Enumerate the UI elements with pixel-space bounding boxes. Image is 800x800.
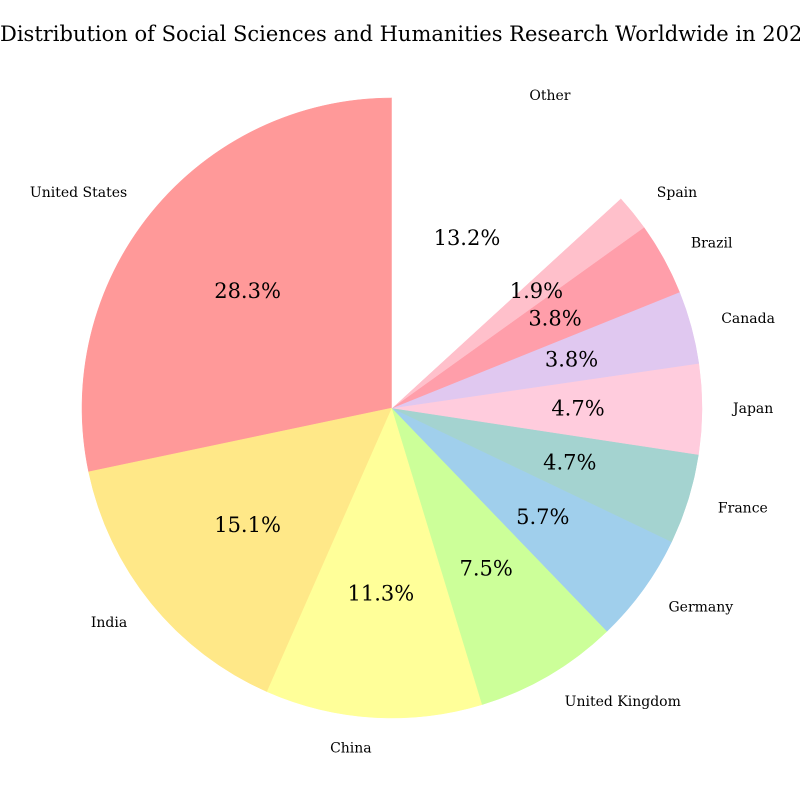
percent-label-canada: 3.8%	[545, 347, 598, 371]
category-label-japan: Japan	[731, 401, 773, 417]
percent-labels: 28.3% 15.1% 11.3% 7.5% 5.7% 4.7% 4.7% 3.8% 3.8% 1…	[214, 226, 604, 606]
category-label-other: Other	[529, 88, 570, 104]
percent-label-united-states: 28.3%	[214, 279, 281, 303]
slice-united-states	[81, 97, 393, 473]
pie-slices	[81, 97, 703, 719]
percent-label-india: 15.1%	[214, 513, 281, 537]
category-label-china: China	[330, 740, 372, 756]
percent-label-germany: 5.7%	[516, 505, 569, 529]
category-label-spain: Spain	[657, 185, 697, 201]
slice-china	[266, 407, 483, 719]
category-label-brazil: Brazil	[691, 236, 733, 252]
percent-label-france: 4.7%	[543, 451, 596, 475]
percent-label-spain: 1.9%	[510, 279, 563, 303]
slice-other	[391, 97, 621, 409]
slice-united-kingdom	[391, 407, 608, 705]
chart-title: Distribution of Social Sciences and Huma…	[0, 22, 800, 46]
category-label-germany: Germany	[669, 600, 734, 616]
category-label-united-kingdom: United Kingdom	[565, 694, 681, 710]
percent-label-brazil: 3.8%	[528, 306, 581, 330]
category-label-united-states: United States	[30, 185, 127, 201]
category-label-canada: Canada	[721, 311, 775, 327]
percent-label-united-kingdom: 7.5%	[459, 556, 512, 580]
percent-label-other: 13.2%	[434, 226, 501, 250]
category-label-india: India	[91, 615, 127, 631]
category-labels: United States India China United Kingdom Ger…	[30, 88, 775, 756]
percent-label-china: 11.3%	[348, 582, 415, 606]
category-label-france: France	[718, 500, 768, 516]
slice-india	[88, 407, 393, 693]
percent-label-japan: 4.7%	[551, 397, 604, 421]
